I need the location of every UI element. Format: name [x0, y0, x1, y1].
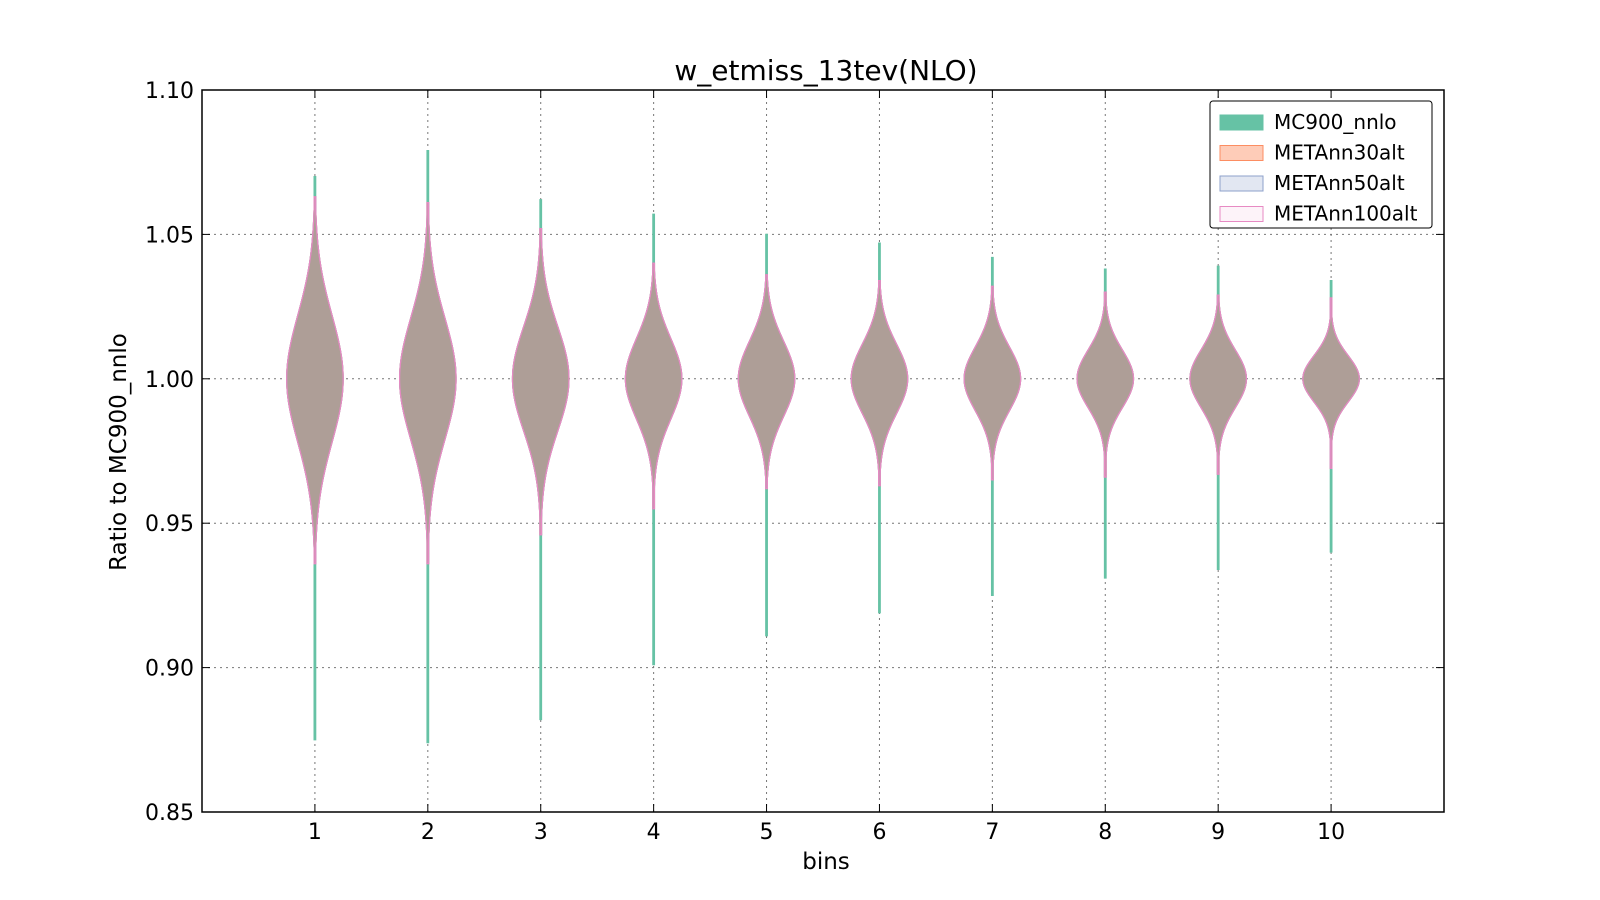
legend-label-METAnn100alt: METAnn100alt: [1274, 202, 1418, 226]
violin-METAnn100alt-bin-8: [1076, 291, 1135, 478]
x-tick-label: 4: [647, 820, 661, 845]
y-tick-label: 0.95: [145, 512, 194, 537]
violin-METAnn100alt-bin-6: [850, 280, 909, 487]
violin-METAnn100alt-bin-10: [1302, 297, 1360, 469]
x-tick-label: 2: [421, 820, 435, 845]
plot-area-frame: [201, 89, 1445, 813]
violin-group-bin-7: [963, 256, 1022, 596]
y-axis: 0.85 0.90 0.95 1.00 1.05 1.10: [145, 79, 1444, 826]
x-axis: 1 2 3 4 5 6 7 8 9 10: [308, 90, 1345, 845]
violin-group-bin-5: [737, 233, 796, 637]
legend-label-METAnn50alt: METAnn50alt: [1274, 171, 1405, 195]
violin-group-bin-4: [624, 213, 683, 666]
y-tick-label: 0.90: [145, 657, 194, 682]
y-tick-label: 0.85: [145, 801, 194, 826]
violin-group-bin-8: [1076, 268, 1135, 579]
x-tick-label: 6: [872, 820, 886, 845]
y-tick-label: 1.00: [145, 368, 194, 393]
x-tick-label: 5: [760, 820, 774, 845]
legend-label-MC900_nnlo: MC900_nnlo: [1274, 110, 1397, 134]
violins: [286, 150, 1360, 744]
violin-METAnn100alt-bin-9: [1189, 294, 1248, 475]
x-tick-label: 7: [985, 820, 999, 845]
y-axis-label: Ratio to MC900_nnlo: [106, 333, 132, 571]
x-tick-label: 1: [308, 820, 322, 845]
legend: MC900_nnlo METAnn30alt METAnn50alt METAnn10…: [1209, 100, 1433, 229]
violin-group-bin-10: [1302, 280, 1360, 553]
violin-METAnn100alt-bin-7: [963, 285, 1022, 481]
x-axis-label: bins: [802, 849, 850, 875]
legend-frame: [1209, 100, 1433, 229]
x-tick-label: 10: [1317, 820, 1345, 845]
legend-label-METAnn30alt: METAnn30alt: [1274, 141, 1405, 165]
violin-METAnn100alt-bin-2: [399, 202, 457, 565]
violin-group-bin-2: [398, 150, 457, 744]
violin-group-bin-9: [1189, 265, 1248, 571]
chart-title: w_etmiss_13tev(NLO): [674, 54, 977, 87]
violin-METAnn100alt-bin-5: [737, 274, 796, 490]
legend-swatch-METAnn50alt: [1219, 175, 1264, 192]
x-tick-label: 9: [1211, 820, 1225, 845]
violin-METAnn100alt-bin-1: [286, 196, 344, 565]
x-tick-label: 3: [534, 820, 548, 845]
y-tick-label: 1.10: [145, 79, 194, 104]
violin-METAnn100alt-bin-4: [624, 262, 683, 510]
legend-swatch-METAnn30alt: [1219, 145, 1264, 161]
x-tick-label: 8: [1098, 820, 1112, 845]
violin-group-bin-3: [511, 199, 570, 721]
legend-swatch-MC900_nnlo: [1219, 114, 1264, 131]
y-tick-label: 1.05: [145, 223, 194, 248]
violin-METAnn100alt-bin-3: [511, 228, 570, 536]
violin-group-bin-6: [850, 242, 909, 614]
legend-swatch-METAnn100alt: [1219, 206, 1264, 222]
violin-group-bin-1: [286, 176, 344, 741]
